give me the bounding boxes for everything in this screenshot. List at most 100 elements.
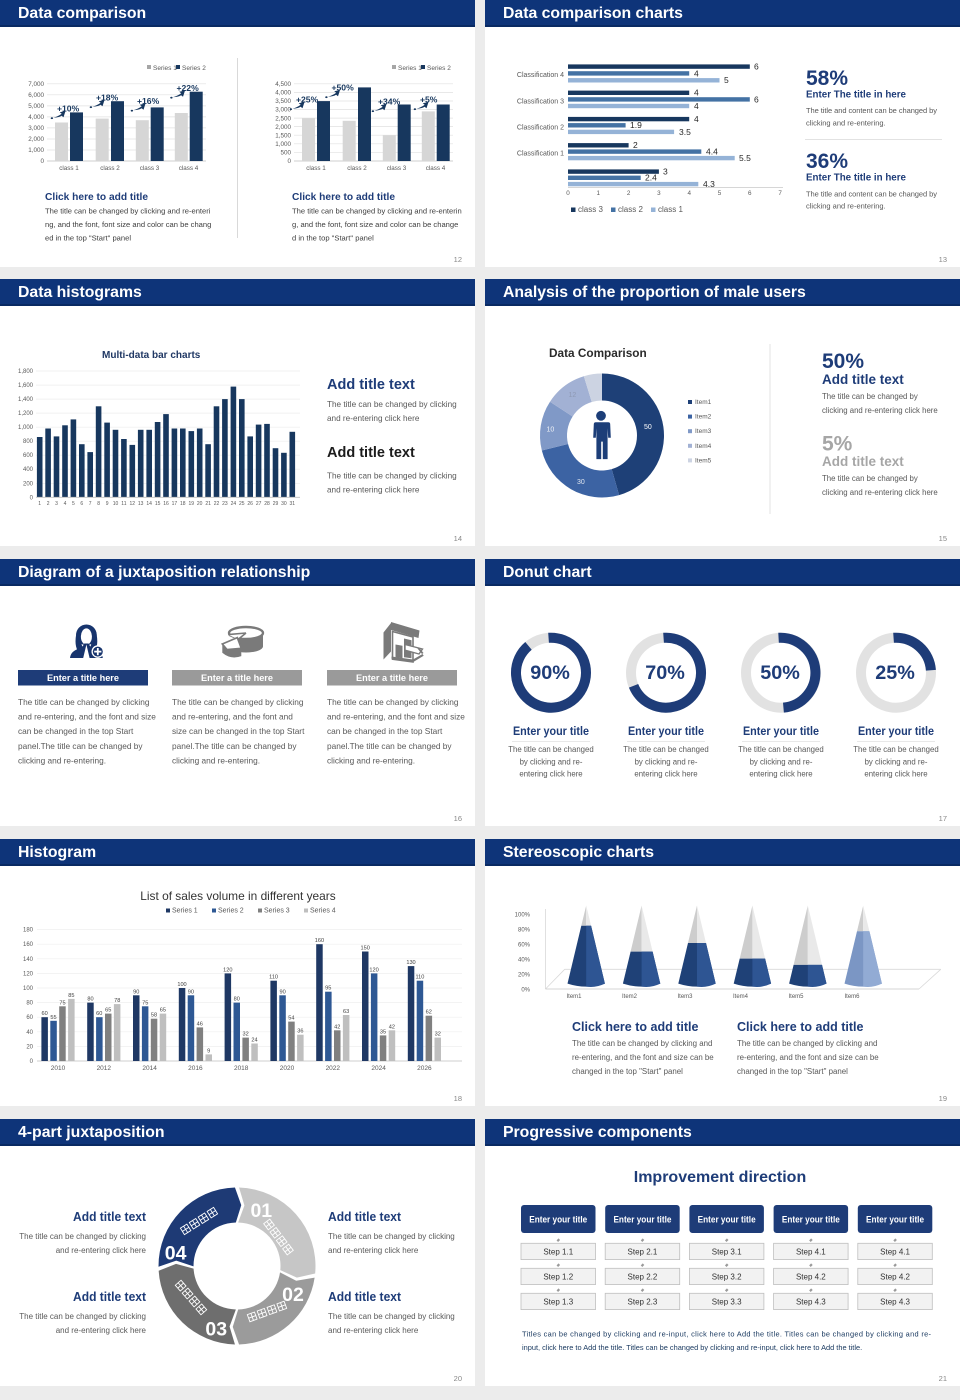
svg-text:and re-entering, and the font: and re-entering, and the font and size: [18, 712, 156, 722]
svg-text:9: 9: [106, 501, 109, 507]
svg-text:160: 160: [315, 938, 324, 944]
svg-text:Series 1: Series 1: [172, 908, 198, 915]
svg-text:Step 1.2: Step 1.2: [543, 1273, 573, 1282]
svg-text:Enter your title: Enter your title: [529, 1215, 587, 1226]
svg-text:12: 12: [569, 392, 577, 399]
svg-text:9: 9: [207, 1048, 210, 1054]
svg-text:The title can be changed by cl: The title can be changed by clicking and: [572, 1039, 712, 1048]
svg-text:clicking and re-entering click: clicking and re-entering click here: [822, 488, 938, 497]
svg-text:4,000: 4,000: [28, 114, 44, 121]
svg-text:List of sales volume in differ: List of sales volume in different years: [140, 889, 335, 903]
svg-text:2022: 2022: [326, 1065, 341, 1072]
svg-text:Step 3.2: Step 3.2: [712, 1273, 742, 1282]
svg-text:19: 19: [189, 501, 195, 507]
svg-text:class 3: class 3: [578, 205, 603, 214]
svg-text:20: 20: [26, 1044, 33, 1050]
svg-text:The title can be changed by cl: The title can be changed by clicking and: [737, 1039, 877, 1048]
svg-text:7,000: 7,000: [28, 81, 44, 88]
svg-text:panel.The title can be changed: panel.The title can be changed by: [172, 741, 297, 751]
svg-text:60: 60: [26, 1015, 33, 1021]
svg-text:18: 18: [180, 501, 186, 507]
svg-text:140: 140: [23, 957, 34, 963]
svg-text:12: 12: [130, 501, 136, 507]
svg-text:Item5: Item5: [788, 994, 804, 1000]
svg-text:can be changed in the top Star: can be changed in the top Start: [327, 726, 443, 736]
svg-text:Step 4.3: Step 4.3: [880, 1298, 910, 1307]
svg-text:60: 60: [41, 1011, 47, 1017]
svg-text:2020: 2020: [280, 1065, 295, 1072]
svg-text:2012: 2012: [97, 1065, 112, 1072]
svg-text:95: 95: [325, 986, 331, 992]
svg-text:78: 78: [114, 998, 120, 1004]
svg-text:36%: 36%: [806, 150, 848, 173]
svg-text:100: 100: [23, 986, 34, 992]
svg-text:4: 4: [64, 501, 67, 507]
svg-text:Step 1.3: Step 1.3: [543, 1298, 573, 1307]
svg-text:5: 5: [718, 190, 722, 197]
svg-text:5: 5: [72, 501, 75, 507]
svg-text:and re-entering click here: and re-entering click here: [328, 1246, 419, 1255]
svg-text:Step 4.3: Step 4.3: [796, 1298, 826, 1307]
svg-text:50: 50: [644, 424, 652, 431]
svg-text:17: 17: [172, 501, 178, 507]
svg-text:2.4: 2.4: [645, 173, 657, 183]
svg-text:54: 54: [288, 1016, 294, 1022]
svg-text:1,000: 1,000: [28, 147, 44, 154]
svg-text:Enter your title: Enter your title: [613, 1215, 671, 1226]
svg-text:3,500: 3,500: [275, 98, 291, 105]
svg-text:36: 36: [297, 1029, 303, 1035]
svg-text:Item4: Item4: [695, 443, 712, 450]
svg-text:Titles can be changed by click: Titles can be changed by clicking and re…: [522, 1330, 932, 1339]
svg-text:50%: 50%: [822, 350, 864, 373]
svg-text:clicking and re-entering.: clicking and re-entering.: [18, 755, 106, 765]
svg-text:1,400: 1,400: [18, 397, 34, 403]
svg-text:27: 27: [256, 501, 262, 507]
svg-text:24: 24: [231, 501, 237, 507]
svg-text:re-entering, and the font and: re-entering, and the font and size can b…: [737, 1053, 879, 1062]
svg-text:and re-entering click here: and re-entering click here: [56, 1326, 147, 1335]
svg-text:0: 0: [40, 158, 44, 165]
svg-text:The title can be changed by cl: The title can be changed by clicking: [328, 1312, 455, 1321]
svg-text:Item3: Item3: [695, 428, 712, 435]
svg-text:Series 1: Series 1: [398, 65, 422, 72]
svg-text:03: 03: [205, 1319, 227, 1341]
svg-text:Series 2: Series 2: [427, 65, 451, 72]
svg-text:2016: 2016: [188, 1065, 203, 1072]
svg-text:The title can be changed by cl: The title can be changed by clicking: [172, 697, 304, 707]
svg-text:0: 0: [30, 495, 34, 501]
svg-text:3,000: 3,000: [28, 125, 44, 132]
svg-text:Step 2.1: Step 2.1: [628, 1248, 658, 1257]
svg-text:Item2: Item2: [622, 994, 638, 1000]
svg-text:90: 90: [279, 989, 285, 995]
svg-text:clicking and re-entering.: clicking and re-entering.: [327, 755, 415, 765]
svg-text:65: 65: [160, 1008, 166, 1014]
svg-text:110: 110: [415, 975, 424, 981]
svg-text:4: 4: [694, 101, 699, 111]
svg-text:30: 30: [577, 479, 585, 486]
svg-text:The title can be changed by cl: The title can be changed by clicking: [327, 472, 457, 481]
svg-text:Add title text: Add title text: [328, 1210, 402, 1224]
svg-text:32: 32: [435, 1032, 441, 1038]
svg-text:35: 35: [380, 1029, 386, 1035]
svg-text:40: 40: [26, 1030, 33, 1036]
svg-text:Data Comparison: Data Comparison: [549, 346, 647, 360]
svg-text:58%: 58%: [806, 67, 848, 90]
svg-text:400: 400: [23, 467, 34, 473]
svg-text:size can be changed in the top: size can be changed in the top Start: [172, 726, 305, 736]
svg-text:2010: 2010: [51, 1065, 66, 1072]
svg-text:90%: 90%: [530, 662, 570, 684]
svg-text:The title can be changed by cl: The title can be changed by clicking: [327, 697, 459, 707]
svg-text:by clicking and re-: by clicking and re-: [865, 757, 928, 766]
svg-text:Step 2.2: Step 2.2: [628, 1273, 658, 1282]
svg-text:4: 4: [694, 68, 699, 78]
svg-text:4.4: 4.4: [706, 147, 718, 157]
svg-text:class 2: class 2: [347, 165, 367, 172]
svg-text:Add title text: Add title text: [327, 377, 415, 393]
svg-text:65: 65: [105, 1008, 111, 1014]
svg-text:6: 6: [748, 190, 752, 197]
svg-text:1,200: 1,200: [18, 411, 34, 417]
svg-text:22: 22: [214, 501, 220, 507]
svg-text:6,000: 6,000: [28, 92, 44, 99]
svg-text:and re-entering click here: and re-entering click here: [328, 1326, 419, 1335]
svg-text:ng, and the font, font size an: ng, and the font, font size and color ca…: [45, 220, 211, 229]
